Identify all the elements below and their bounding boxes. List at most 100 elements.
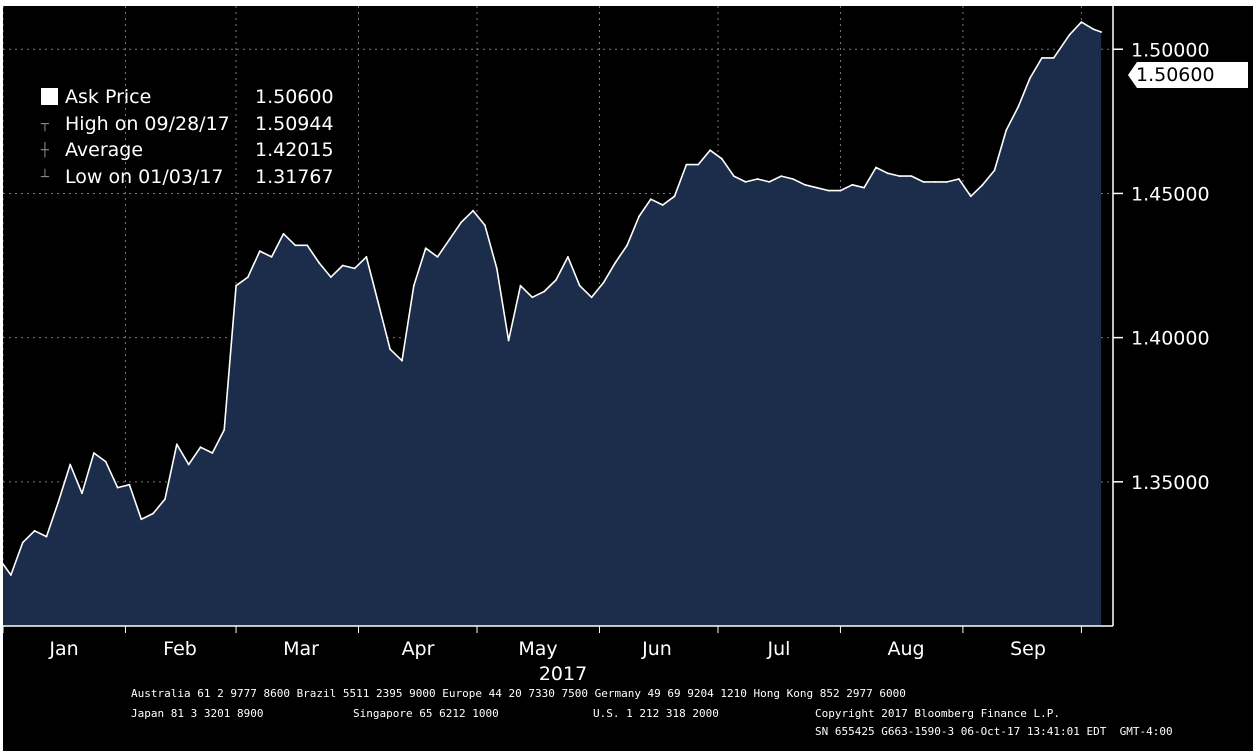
data-point <box>270 256 273 258</box>
ask-price-line <box>3 21 1102 576</box>
data-point <box>484 224 486 227</box>
chart-frame: 1.50000 1.45000 1.40000 1.35000 Ask Price 1… <box>3 6 1253 751</box>
data-point <box>152 512 155 515</box>
last-price-tag: 1.50600 <box>1128 62 1248 88</box>
data-point <box>851 183 854 186</box>
data-point <box>294 244 297 247</box>
data-point <box>827 189 830 192</box>
data-point <box>1052 57 1055 59</box>
data-point <box>365 256 368 258</box>
data-point <box>732 175 735 178</box>
data-point <box>578 284 581 287</box>
data-point <box>863 186 865 189</box>
data-point <box>164 498 166 500</box>
data-point <box>235 284 238 287</box>
data-point <box>1041 57 1043 59</box>
data-point <box>614 261 617 264</box>
x-tick-label-aug: Aug <box>887 638 925 660</box>
data-point <box>436 256 439 258</box>
data-point <box>33 529 36 532</box>
data-point <box>875 166 877 169</box>
data-point <box>448 238 451 241</box>
filled-square-icon <box>33 84 65 111</box>
data-point <box>1017 106 1020 108</box>
data-point <box>81 492 83 495</box>
y-tick-label: 1.50000 <box>1131 39 1210 61</box>
data-point <box>567 256 569 258</box>
data-point <box>187 463 190 466</box>
low-marker-icon: ┴ <box>41 169 49 185</box>
data-point <box>472 209 474 212</box>
data-point <box>140 518 143 521</box>
data-point <box>93 452 95 454</box>
data-point <box>211 452 214 454</box>
y-tick-label: 1.45000 <box>1131 183 1210 205</box>
data-layer <box>3 21 1102 627</box>
data-point <box>946 181 948 183</box>
data-point <box>353 267 356 270</box>
data-point <box>910 175 913 178</box>
data-point <box>424 247 427 250</box>
data-point <box>673 195 676 198</box>
data-point <box>685 163 688 166</box>
high-marker-icon: ┬ <box>41 116 49 132</box>
legend-label: Low on 01/03/17 <box>65 165 224 188</box>
data-point <box>495 267 498 270</box>
data-point <box>555 279 557 281</box>
footer-us: U.S. 1 212 318 2000 <box>593 707 719 720</box>
y-tick-label: 1.35000 <box>1131 472 1210 494</box>
legend-label: High on 09/28/17 <box>65 112 230 135</box>
legend-value: 1.50944 <box>255 112 334 135</box>
y-tick-label: 1.40000 <box>1131 328 1210 350</box>
data-point <box>1080 21 1083 23</box>
average-marker-icon: ┼ <box>41 143 49 158</box>
footer-singapore: Singapore 65 6212 1000 <box>353 707 499 720</box>
data-point <box>199 446 202 449</box>
data-point <box>768 181 771 183</box>
data-point <box>626 244 628 247</box>
footer-timestamp: SN 655425 G663-1590-3 06-Oct-17 13:41:01… <box>815 725 1173 738</box>
data-point <box>590 296 593 299</box>
x-tick-label-jun: Jun <box>642 638 672 660</box>
data-point <box>922 181 925 183</box>
data-point <box>128 483 131 486</box>
data-point <box>804 183 806 186</box>
x-tick-label-feb: Feb <box>163 638 197 660</box>
data-point <box>780 175 783 178</box>
data-point <box>1068 33 1071 36</box>
x-tick-label-mar: Mar <box>283 638 319 660</box>
data-point <box>389 348 391 351</box>
ask-price-area <box>3 22 1102 627</box>
data-point <box>223 429 226 431</box>
data-point <box>1005 129 1008 131</box>
data-point <box>756 178 759 180</box>
data-point <box>721 157 723 160</box>
legend-item-high: ┬ High on 09/28/17 1.50944 <box>33 111 334 138</box>
data-point <box>792 178 794 180</box>
x-year-label: 2017 <box>538 663 588 685</box>
x-tick-label-sep: Sep <box>1010 638 1046 660</box>
data-point <box>377 302 380 304</box>
footer-japan: Japan 81 3 3201 8900 <box>131 707 264 720</box>
data-point <box>21 541 24 544</box>
data-point <box>697 163 700 166</box>
data-point <box>116 486 119 489</box>
data-point <box>10 574 12 576</box>
data-point <box>839 189 842 192</box>
data-point <box>507 339 510 342</box>
data-point <box>1092 28 1095 30</box>
data-point <box>412 284 415 287</box>
x-tick-label-jul: Jul <box>767 638 791 660</box>
data-point <box>531 296 534 299</box>
data-point <box>1100 31 1102 33</box>
x-tick-label-jan: Jan <box>49 638 79 660</box>
data-point <box>638 215 640 218</box>
data-point <box>57 501 60 503</box>
data-point <box>3 563 4 565</box>
data-point <box>258 250 261 253</box>
axes: 1.50000 1.45000 1.40000 1.35000 <box>3 6 1210 633</box>
data-point <box>519 284 522 287</box>
legend-label: Average <box>65 139 144 161</box>
legend: Ask Price 1.50600 ┬ High on 09/28/17 1.5… <box>33 84 334 190</box>
data-point <box>543 290 546 293</box>
